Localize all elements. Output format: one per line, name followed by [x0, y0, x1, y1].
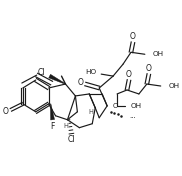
Text: O: O	[130, 32, 136, 41]
Polygon shape	[50, 104, 55, 120]
Text: OH: OH	[153, 51, 164, 57]
Text: C: C	[113, 103, 118, 109]
Text: HO: HO	[86, 69, 97, 75]
Text: OH: OH	[169, 83, 180, 89]
Text: Cl: Cl	[38, 68, 46, 77]
Text: Cl: Cl	[68, 135, 75, 144]
Text: O: O	[146, 64, 152, 73]
Text: OH: OH	[131, 103, 142, 109]
Text: O: O	[126, 70, 132, 79]
Text: H: H	[63, 123, 68, 129]
Text: H: H	[89, 109, 94, 115]
Text: O: O	[3, 107, 9, 116]
Text: ...: ...	[129, 113, 136, 119]
Text: O: O	[77, 78, 83, 87]
Polygon shape	[49, 74, 66, 84]
Text: F: F	[50, 122, 55, 131]
